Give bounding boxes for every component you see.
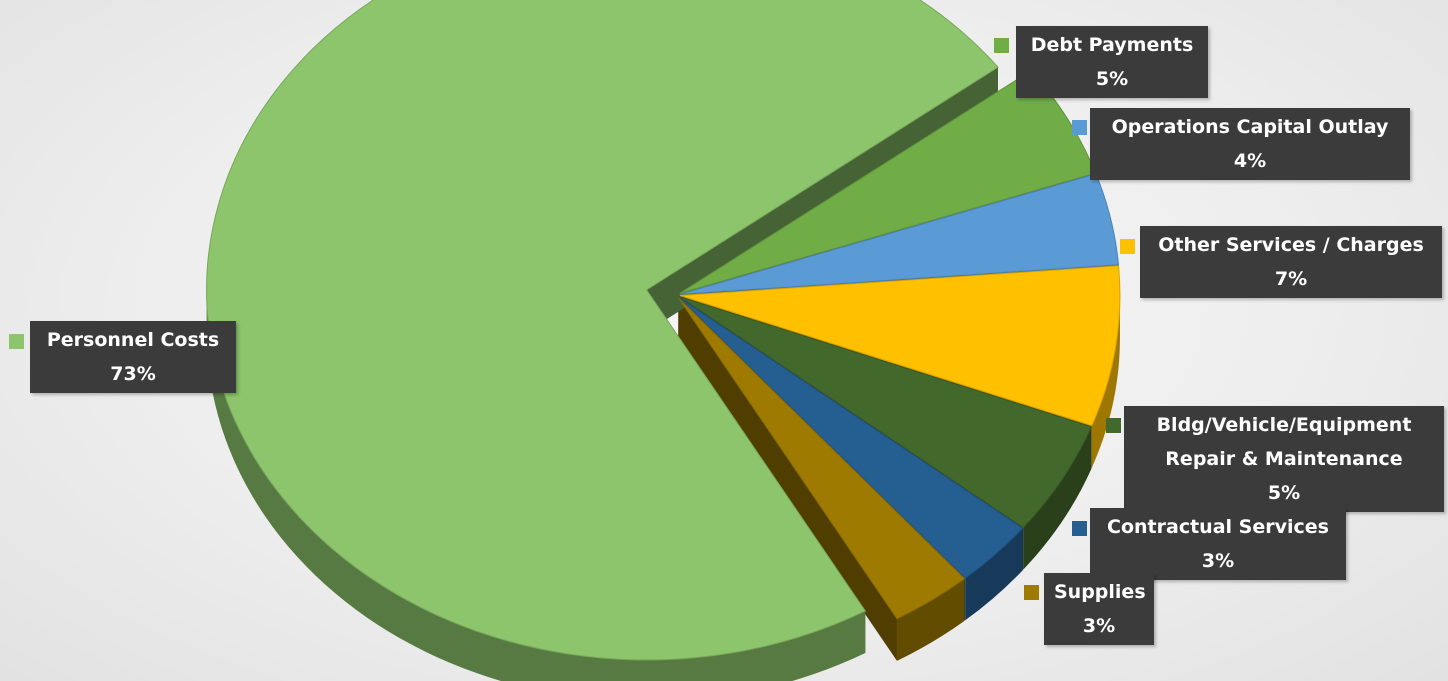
data-label-debt-payments: Debt Payments 5% <box>1016 26 1208 98</box>
data-label-supplies: Supplies 3% <box>1044 573 1154 645</box>
slice-value-contractual-services: 3% <box>1201 550 1235 572</box>
legend-swatch-bldg-vehicle-equipment <box>1106 418 1121 433</box>
legend-swatch-supplies <box>1024 585 1039 600</box>
slice-value-debt-payments: 5% <box>1095 68 1129 90</box>
slice-side-contractual-services <box>965 528 1023 621</box>
slice-label-personnel-costs: Personnel Costs <box>46 329 220 351</box>
pie-top-layer <box>206 0 1121 661</box>
slice-label-bldg-line-2: Repair & Maintenance <box>1165 448 1403 470</box>
legend-swatch-personnel-costs <box>9 334 24 349</box>
slice-supplies <box>677 297 966 620</box>
data-label-contractual-services: Contractual Services 3% <box>1090 508 1346 580</box>
slice-personnel-costs <box>206 0 999 661</box>
slice-value-operations-capital-outlay: 4% <box>1233 150 1267 172</box>
slice-other-services-charges <box>679 265 1121 427</box>
slice-side-other-services-charges <box>1091 295 1120 468</box>
slice-side-supplies <box>896 578 965 661</box>
slice-value-personnel-costs: 73% <box>110 363 156 385</box>
legend-swatch-other-services-charges <box>1120 239 1135 254</box>
slice-label-supplies: Supplies <box>1054 581 1146 603</box>
slice-wall-supplies-1 <box>678 297 897 661</box>
data-label-bldg-vehicle-equipment: Bldg/Vehicle/Equipment Repair & Maintena… <box>1124 406 1444 512</box>
slice-label-operations-capital-outlay: Operations Capital Outlay <box>1111 116 1389 138</box>
slice-value-bldg-vehicle-equipment: 5% <box>1267 482 1301 504</box>
slice-side-bldg-vehicle-equipment-repair-maintenance <box>1023 426 1092 570</box>
legend-swatch-operations-capital-outlay <box>1072 120 1087 135</box>
data-label-personnel-costs: Personnel Costs 73% <box>30 321 236 393</box>
slice-label-debt-payments: Debt Payments <box>1030 34 1194 56</box>
slice-label-other-services-charges: Other Services / Charges <box>1158 234 1424 256</box>
pie-side-layer <box>206 289 1120 681</box>
slice-bldg-vehicle-equipment-repair-maintenance <box>679 296 1093 529</box>
slice-contractual-services <box>678 296 1024 579</box>
data-label-operations-capital-outlay: Operations Capital Outlay 4% <box>1090 108 1410 180</box>
slice-value-supplies: 3% <box>1082 615 1116 637</box>
slice-label-contractual-services: Contractual Services <box>1107 516 1329 538</box>
legend-swatch-debt-payments <box>994 38 1009 53</box>
slice-value-other-services-charges: 7% <box>1274 268 1308 290</box>
slice-side-personnel-costs <box>206 289 866 681</box>
data-label-other-services-charges: Other Services / Charges 7% <box>1140 226 1442 298</box>
slice-label-bldg-line-1: Bldg/Vehicle/Equipment <box>1156 414 1412 436</box>
legend-swatch-contractual-services <box>1072 521 1087 536</box>
